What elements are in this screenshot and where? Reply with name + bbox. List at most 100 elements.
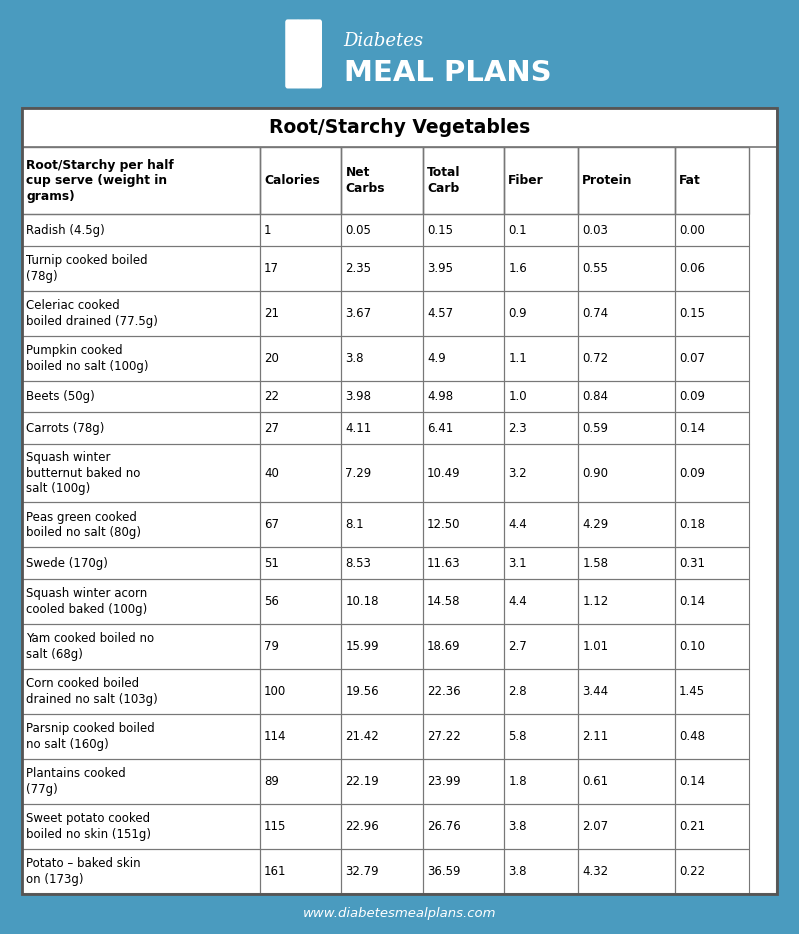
Bar [423,579,504,624]
Bar [423,381,504,413]
Text: 56: 56 [264,595,279,608]
Text: 161: 161 [264,865,287,878]
Text: 27: 27 [264,422,279,434]
Bar [423,804,504,849]
Text: Parsnip cooked boiled
no salt (160g): Parsnip cooked boiled no salt (160g) [26,722,155,751]
Bar [22,381,260,413]
Text: MEAL PLANS: MEAL PLANS [344,60,551,88]
Text: 100: 100 [264,685,286,698]
Text: 3.44: 3.44 [582,685,608,698]
Text: 0.31: 0.31 [679,557,705,570]
Text: Peas green cooked
boiled no salt (80g): Peas green cooked boiled no salt (80g) [26,511,141,539]
Text: 2.07: 2.07 [582,820,608,833]
Text: Beets (50g): Beets (50g) [26,390,95,403]
Text: 1.1: 1.1 [508,352,527,365]
Bar [675,215,749,246]
Bar [578,579,675,624]
Text: 2.7: 2.7 [508,640,527,653]
Bar [578,759,675,804]
Bar [504,579,578,624]
Text: 1.6: 1.6 [508,262,527,275]
Text: 1: 1 [264,223,272,236]
Text: 2.11: 2.11 [582,729,609,743]
Bar [504,413,578,444]
FancyBboxPatch shape [296,20,311,89]
Bar [504,714,578,759]
Bar [504,849,578,894]
Text: 21.42: 21.42 [345,729,380,743]
Text: 3.8: 3.8 [508,820,527,833]
Text: 3.1: 3.1 [508,557,527,570]
Text: Calories: Calories [264,175,320,187]
Bar [578,669,675,714]
Bar [504,148,578,215]
Text: 89: 89 [264,775,279,788]
FancyBboxPatch shape [308,20,322,89]
Bar [423,290,504,336]
Text: 7.29: 7.29 [345,467,372,480]
Text: 18.69: 18.69 [427,640,460,653]
Bar [675,714,749,759]
Text: 0.21: 0.21 [679,820,705,833]
Bar [675,246,749,290]
Text: 0.22: 0.22 [679,865,705,878]
Bar [675,669,749,714]
Bar [578,547,675,579]
Text: 0.00: 0.00 [679,223,705,236]
Bar [341,148,423,215]
Text: 0.15: 0.15 [679,307,705,320]
Text: Carrots (78g): Carrots (78g) [26,422,105,434]
Bar [504,759,578,804]
Bar [260,759,341,804]
Text: 114: 114 [264,729,287,743]
Bar [260,502,341,547]
Bar [341,547,423,579]
Text: 1.45: 1.45 [679,685,705,698]
Bar [22,148,260,215]
Text: 15.99: 15.99 [345,640,379,653]
Bar [341,579,423,624]
Bar [260,849,341,894]
Bar [22,579,260,624]
Text: 1.01: 1.01 [582,640,608,653]
Bar [675,547,749,579]
Bar [22,849,260,894]
Bar [22,759,260,804]
Bar [260,444,341,502]
Text: 3.2: 3.2 [508,467,527,480]
Text: 5.8: 5.8 [508,729,527,743]
Bar [260,579,341,624]
Text: Corn cooked boiled
drained no salt (103g): Corn cooked boiled drained no salt (103g… [26,677,158,706]
Bar [675,579,749,624]
Bar [260,714,341,759]
Bar [423,148,504,215]
Bar [675,804,749,849]
Text: 4.4: 4.4 [508,518,527,531]
Text: 79: 79 [264,640,279,653]
Bar [260,413,341,444]
Text: 22.96: 22.96 [345,820,380,833]
Bar [260,381,341,413]
Text: 22.19: 22.19 [345,775,380,788]
Text: 3.8: 3.8 [345,352,364,365]
Text: Swede (170g): Swede (170g) [26,557,108,570]
Text: 0.90: 0.90 [582,467,608,480]
Text: 0.09: 0.09 [679,467,705,480]
Bar [423,624,504,669]
Text: 11.63: 11.63 [427,557,460,570]
Text: 0.48: 0.48 [679,729,705,743]
Bar [341,444,423,502]
Bar [341,502,423,547]
Text: 2.8: 2.8 [508,685,527,698]
Bar [675,759,749,804]
Text: 0.1: 0.1 [508,223,527,236]
Text: 51: 51 [264,557,279,570]
Bar [260,669,341,714]
Bar [341,804,423,849]
Text: 6.41: 6.41 [427,422,453,434]
Text: 0.59: 0.59 [582,422,608,434]
Text: www.diabetesmealplans.com: www.diabetesmealplans.com [303,908,496,920]
Bar [22,714,260,759]
Text: 21: 21 [264,307,279,320]
Bar [578,804,675,849]
